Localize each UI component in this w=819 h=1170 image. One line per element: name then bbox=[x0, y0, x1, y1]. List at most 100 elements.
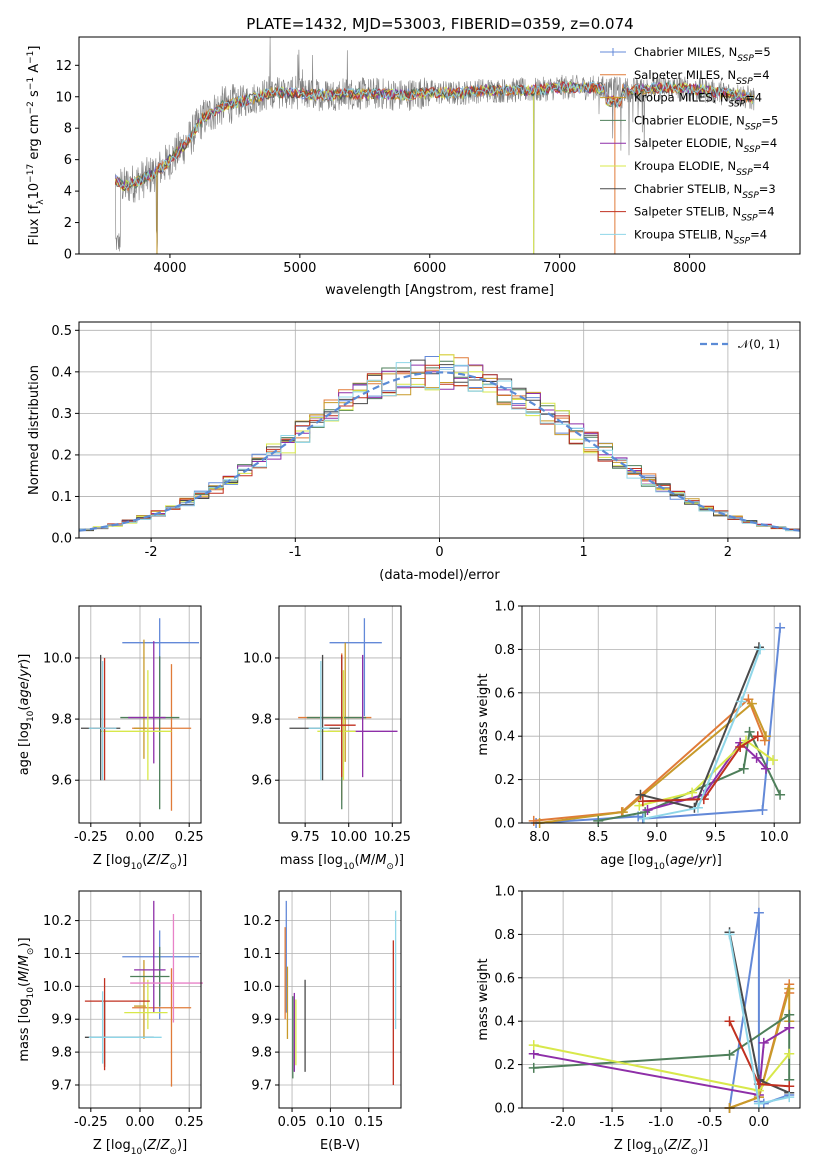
label-part: / bbox=[694, 853, 699, 868]
mass-weight-marker bbox=[757, 804, 768, 815]
mass-weight-marker bbox=[784, 1092, 795, 1103]
label-part: A bbox=[27, 64, 42, 77]
superscript: −17 bbox=[26, 164, 36, 183]
spectrum-ylabel: Flux [fλ10−17 erg cm−2 s−1 A−1] bbox=[26, 46, 46, 246]
subscript: SSP bbox=[742, 191, 759, 201]
mass-weight-marker bbox=[635, 789, 646, 800]
x-tick-label: 0.00 bbox=[126, 1115, 155, 1130]
legend-label: Chabrier MILES, N bbox=[634, 45, 737, 59]
massweight_vs_Z-axes: -2.0 -1.5 -1.0 -0.5 0.0 0.0 0.2 0.4 0.6 0.8 1.0 mas… bbox=[476, 885, 800, 1157]
label-part: 10 bbox=[27, 183, 42, 200]
label-part: )] bbox=[394, 853, 404, 868]
y-tick-label: 10.0 bbox=[43, 651, 72, 666]
label-part: / bbox=[17, 676, 32, 681]
y-tick-label: 10 bbox=[55, 90, 72, 105]
y-tick-label: 0.4 bbox=[494, 1015, 515, 1030]
legend-label: Kroupa STELIB, N bbox=[634, 227, 734, 241]
label-part: age bbox=[17, 681, 32, 705]
histogram-ylabel: Normed distribution bbox=[27, 365, 42, 495]
label-part: ( bbox=[355, 853, 360, 868]
mass-weight-marker bbox=[759, 735, 770, 746]
massweight_vs_age-frame bbox=[521, 605, 801, 824]
mass-weight-marker bbox=[775, 789, 786, 800]
y-tick-label: 9.8 bbox=[51, 1046, 72, 1061]
x-tick-label: 0.10 bbox=[316, 1115, 345, 1130]
mass-weight-marker bbox=[784, 1022, 795, 1033]
mass_vs_ebv-errorbars bbox=[284, 900, 397, 1085]
y-tick-label: 9.7 bbox=[51, 1078, 72, 1093]
legend-entry: Salpeter ELODIE, NSSP=4 bbox=[634, 136, 777, 155]
x-tick-label: 9.5 bbox=[705, 830, 726, 845]
y-tick-label: 0.4 bbox=[494, 730, 515, 745]
y-tick-label: 9.8 bbox=[251, 1046, 272, 1061]
mass-weight-marker bbox=[784, 983, 795, 994]
mass_vs_ebv-frame bbox=[278, 890, 402, 1109]
legend-label: Salpeter STELIB, N bbox=[634, 205, 741, 219]
x-tick-label: -1 bbox=[289, 545, 302, 560]
y-tick-label: 9.8 bbox=[251, 713, 272, 728]
label-part: ( bbox=[17, 982, 32, 987]
legend-marker bbox=[609, 48, 617, 56]
legend-entry: Salpeter STELIB, NSSP=4 bbox=[634, 205, 775, 224]
y-tick-label: 6 bbox=[64, 153, 72, 168]
x-tick-label: 8.5 bbox=[588, 830, 609, 845]
mass_vs_Z-frame bbox=[78, 890, 202, 1109]
x-tick-label: -1.5 bbox=[599, 1115, 624, 1130]
superscript: −2 bbox=[26, 101, 36, 114]
mass-weight-line-7 bbox=[642, 735, 759, 803]
label-part: / bbox=[156, 853, 161, 868]
x-tick-label: 0.0 bbox=[749, 1115, 770, 1130]
x-tick-label: 0.25 bbox=[175, 830, 204, 845]
spectrum-xlabel: wavelength [Angstrom, rest frame] bbox=[325, 283, 554, 298]
legend-label: Kroupa ELODIE, N bbox=[634, 159, 736, 173]
mass-vs-ebv-xlabel: E(B-V) bbox=[320, 1138, 360, 1153]
massweight_vs_Z-ylabel: mass weight bbox=[476, 958, 491, 1040]
label-part: Z bbox=[667, 1138, 678, 1153]
mass-weight-line-2 bbox=[539, 701, 767, 824]
label-part: erg cm bbox=[27, 114, 42, 163]
x-tick-label: 0.00 bbox=[126, 830, 155, 845]
mass-weight-marker bbox=[593, 815, 604, 826]
mass_vs_Z-errorbars bbox=[84, 900, 203, 1087]
residual_hist-axes: -2 -1 0 1 2 0.0 0.1 0.2 0.3 0.4 0.5 (data-model)/er… bbox=[27, 322, 800, 583]
y-tick-label: 8 bbox=[64, 122, 72, 137]
mass-weight-line-2 bbox=[729, 988, 791, 1109]
age_vs_Z-errorbars bbox=[80, 618, 200, 811]
x-tick-label: 0 bbox=[435, 545, 443, 560]
model-spectrum-7 bbox=[114, 81, 755, 190]
y-tick-label: 10.1 bbox=[43, 947, 72, 962]
mass-weight-marker bbox=[744, 726, 755, 737]
label-part: Z bbox=[160, 1138, 171, 1153]
label-part: )] bbox=[712, 853, 722, 868]
label-part: s bbox=[27, 90, 42, 101]
subscript: SSP bbox=[736, 168, 753, 178]
legend-count: =5 bbox=[754, 45, 771, 59]
subscript: SSP bbox=[736, 77, 753, 87]
xlabel-text: Z [log bbox=[93, 853, 131, 868]
mass-weight-marker bbox=[753, 1098, 764, 1109]
mass-weight-marker bbox=[760, 763, 771, 774]
label-part: age bbox=[670, 853, 694, 868]
x-tick-label: 0.05 bbox=[278, 1115, 307, 1130]
label-part: M bbox=[17, 971, 32, 982]
y-tick-label: 0.0 bbox=[51, 532, 72, 547]
subscript: SSP bbox=[729, 100, 746, 110]
label-part: )] bbox=[177, 1138, 187, 1153]
y-tick-label: 10.0 bbox=[243, 651, 272, 666]
legend-count: =4 bbox=[745, 91, 762, 105]
subscript: 10 bbox=[652, 1147, 664, 1157]
label-part: Z bbox=[146, 853, 157, 868]
mass-weight-marker bbox=[738, 763, 749, 774]
label-part: ( bbox=[17, 706, 32, 711]
mass-weight-marker bbox=[637, 796, 648, 807]
mass-weight-marker bbox=[784, 1009, 795, 1020]
label-part: / bbox=[677, 1138, 682, 1153]
y-tick-label: 0.6 bbox=[494, 686, 515, 701]
x-tick-label: 0.25 bbox=[175, 1115, 204, 1130]
legend-entry: Kroupa STELIB, NSSP=4 bbox=[634, 227, 767, 246]
mass-weight-marker bbox=[736, 696, 747, 707]
xlabel-text: Z [log bbox=[93, 1138, 131, 1153]
x-tick-label: 8.0 bbox=[529, 830, 550, 845]
y-tick-label: 12 bbox=[55, 59, 72, 74]
